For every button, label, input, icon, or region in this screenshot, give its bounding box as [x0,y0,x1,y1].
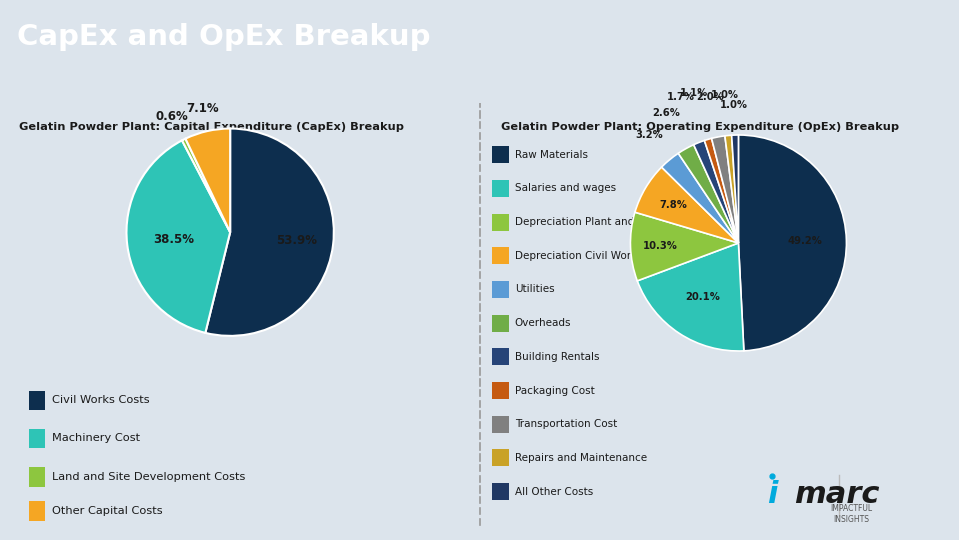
Bar [492,315,508,332]
Bar [29,390,45,410]
Text: Depreciation Civil Works: Depreciation Civil Works [515,251,643,261]
Wedge shape [127,140,230,333]
Text: 2.6%: 2.6% [652,108,680,118]
Text: All Other Costs: All Other Costs [515,487,593,497]
Wedge shape [705,138,738,243]
Text: 49.2%: 49.2% [788,237,823,246]
Text: Gelatin Powder Plant: Operating Expenditure (OpEx) Breakup: Gelatin Powder Plant: Operating Expendit… [502,122,900,132]
Text: 2.0%: 2.0% [696,92,724,102]
Bar [492,180,508,197]
Wedge shape [712,136,738,243]
Wedge shape [725,135,738,243]
Bar [492,483,508,500]
Text: Other Capital Costs: Other Capital Costs [53,506,163,516]
Text: IMPACTFUL
INSIGHTS: IMPACTFUL INSIGHTS [830,504,873,524]
Text: Civil Works Costs: Civil Works Costs [53,395,150,405]
Bar [492,146,508,163]
Text: 10.3%: 10.3% [643,241,678,251]
Text: marc: marc [794,480,879,509]
Text: 20.1%: 20.1% [686,292,720,302]
Text: 1.0%: 1.0% [720,100,748,110]
Text: Transportation Cost: Transportation Cost [515,419,617,429]
Wedge shape [693,140,738,243]
Bar [492,382,508,399]
Bar [29,502,45,521]
Text: Repairs and Maintenance: Repairs and Maintenance [515,453,647,463]
Text: 7.1%: 7.1% [186,103,219,116]
Wedge shape [732,135,738,243]
Bar [492,281,508,298]
Text: Packaging Cost: Packaging Cost [515,386,595,396]
Bar [29,429,45,448]
Bar [492,247,508,264]
Wedge shape [182,139,230,232]
Wedge shape [662,153,738,243]
Text: Depreciation Plant and Machinery: Depreciation Plant and Machinery [515,217,691,227]
Text: 38.5%: 38.5% [153,233,194,246]
Text: Utilities: Utilities [515,285,554,294]
Wedge shape [678,145,738,243]
Text: Overheads: Overheads [515,318,572,328]
Bar [492,348,508,366]
Text: Building Rentals: Building Rentals [515,352,599,362]
Wedge shape [638,243,744,351]
Text: CapEx and OpEx Breakup: CapEx and OpEx Breakup [17,23,431,51]
Text: Salaries and wages: Salaries and wages [515,184,616,193]
Bar [492,449,508,467]
Text: 1.7%: 1.7% [667,92,695,102]
Wedge shape [185,129,230,232]
Bar [29,467,45,487]
Bar [492,213,508,231]
Text: Land and Site Development Costs: Land and Site Development Costs [53,472,246,482]
Text: 0.6%: 0.6% [155,110,189,123]
Wedge shape [630,212,738,281]
Text: Raw Materials: Raw Materials [515,150,588,160]
Text: 3.2%: 3.2% [635,130,663,140]
Text: Gelatin Powder Plant: Capital Expenditure (CapEx) Breakup: Gelatin Powder Plant: Capital Expenditur… [19,122,404,132]
Bar [492,416,508,433]
Text: 7.8%: 7.8% [660,199,688,210]
Wedge shape [738,135,847,351]
Wedge shape [635,167,738,243]
Text: 1.1%: 1.1% [680,88,709,98]
Wedge shape [205,129,334,336]
Text: i: i [767,480,778,509]
Text: 1.0%: 1.0% [711,90,738,99]
Text: 53.9%: 53.9% [276,234,317,247]
Text: Machinery Cost: Machinery Cost [53,433,141,443]
